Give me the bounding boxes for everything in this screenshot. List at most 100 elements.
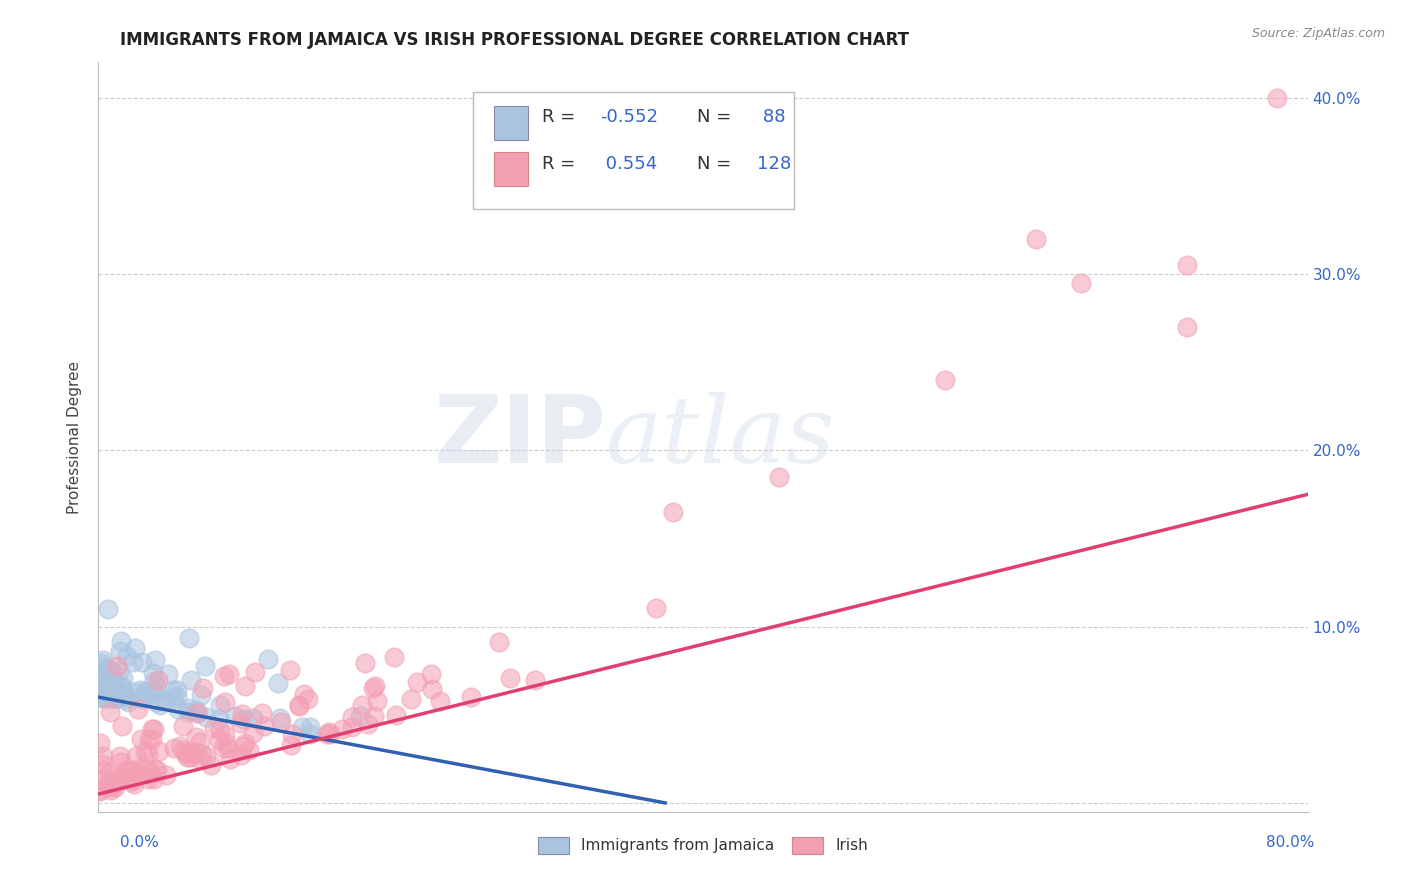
Point bbox=[93, 680, 115, 694]
Text: Source: ZipAtlas.com: Source: ZipAtlas.com bbox=[1251, 27, 1385, 40]
Point bbox=[100, 782, 122, 797]
Point bbox=[143, 685, 166, 699]
Point bbox=[141, 731, 163, 746]
Point bbox=[98, 777, 121, 791]
Point bbox=[162, 692, 184, 706]
Point bbox=[278, 664, 301, 678]
Point bbox=[385, 707, 408, 722]
Point bbox=[349, 708, 371, 723]
Point bbox=[243, 665, 266, 679]
Point bbox=[89, 690, 111, 704]
Point bbox=[177, 632, 200, 646]
FancyBboxPatch shape bbox=[494, 106, 527, 140]
Point bbox=[352, 698, 374, 712]
Point bbox=[934, 373, 956, 387]
Point bbox=[176, 705, 198, 719]
Point bbox=[98, 676, 121, 690]
Point bbox=[645, 600, 668, 615]
Point bbox=[91, 756, 114, 771]
Point bbox=[110, 755, 132, 769]
Point bbox=[90, 679, 112, 693]
Point bbox=[195, 709, 218, 723]
Point bbox=[253, 719, 276, 733]
Point bbox=[91, 653, 114, 667]
Point bbox=[146, 764, 169, 778]
Point bbox=[1070, 276, 1092, 290]
Point bbox=[194, 659, 217, 673]
Point bbox=[110, 633, 132, 648]
Point bbox=[143, 653, 166, 667]
Point bbox=[250, 706, 273, 720]
Point bbox=[100, 684, 122, 698]
Point bbox=[316, 727, 339, 741]
Text: N =: N = bbox=[697, 108, 737, 126]
Point bbox=[111, 719, 134, 733]
Point bbox=[661, 505, 683, 519]
Point bbox=[135, 683, 157, 698]
Point bbox=[149, 698, 172, 712]
Point bbox=[232, 712, 254, 726]
Point bbox=[319, 727, 342, 741]
Point bbox=[143, 772, 166, 787]
Text: R =: R = bbox=[543, 108, 581, 126]
Point bbox=[111, 680, 134, 694]
Point bbox=[114, 764, 136, 779]
Point bbox=[172, 719, 194, 733]
Point bbox=[145, 762, 167, 776]
Point bbox=[524, 673, 547, 687]
Point bbox=[108, 664, 131, 678]
Point bbox=[145, 695, 167, 709]
Point bbox=[172, 743, 194, 757]
Point bbox=[218, 666, 240, 681]
Point bbox=[111, 671, 134, 685]
Point bbox=[101, 665, 124, 679]
Point bbox=[108, 687, 131, 701]
Point bbox=[269, 710, 291, 724]
Point bbox=[124, 640, 146, 655]
Point bbox=[128, 682, 150, 697]
Point bbox=[90, 671, 112, 685]
Point bbox=[356, 717, 378, 731]
Point bbox=[118, 762, 141, 776]
Point bbox=[318, 724, 340, 739]
Point bbox=[399, 691, 422, 706]
Point bbox=[90, 773, 112, 788]
Point bbox=[224, 709, 246, 723]
Point bbox=[101, 775, 124, 789]
Point bbox=[105, 690, 128, 705]
Point bbox=[141, 722, 163, 736]
Point bbox=[177, 701, 200, 715]
Point bbox=[105, 659, 128, 673]
Point bbox=[406, 674, 429, 689]
Legend: Immigrants from Jamaica, Irish: Immigrants from Jamaica, Irish bbox=[531, 830, 875, 860]
Point bbox=[299, 727, 322, 741]
Point bbox=[91, 749, 114, 764]
Point bbox=[354, 657, 377, 671]
Point bbox=[498, 672, 520, 686]
Point bbox=[382, 649, 405, 664]
Point bbox=[94, 687, 117, 701]
Point bbox=[166, 682, 188, 697]
Point bbox=[89, 783, 111, 797]
Point bbox=[1267, 91, 1289, 105]
Point bbox=[233, 737, 256, 751]
Point bbox=[166, 689, 188, 703]
Point bbox=[180, 673, 202, 687]
Point bbox=[242, 711, 264, 725]
Point bbox=[270, 715, 292, 730]
Text: 80.0%: 80.0% bbox=[1267, 836, 1315, 850]
Point bbox=[420, 666, 443, 681]
Point bbox=[121, 685, 143, 699]
Point bbox=[219, 752, 242, 766]
Point bbox=[174, 746, 197, 760]
Point bbox=[1024, 232, 1046, 246]
Point bbox=[214, 728, 236, 742]
Point bbox=[91, 690, 114, 705]
Point bbox=[186, 702, 208, 716]
Point bbox=[93, 684, 115, 698]
Point bbox=[200, 757, 222, 772]
Point bbox=[114, 690, 136, 704]
Y-axis label: Professional Degree: Professional Degree bbox=[67, 360, 83, 514]
Text: 128: 128 bbox=[758, 154, 792, 172]
Point bbox=[100, 677, 122, 691]
